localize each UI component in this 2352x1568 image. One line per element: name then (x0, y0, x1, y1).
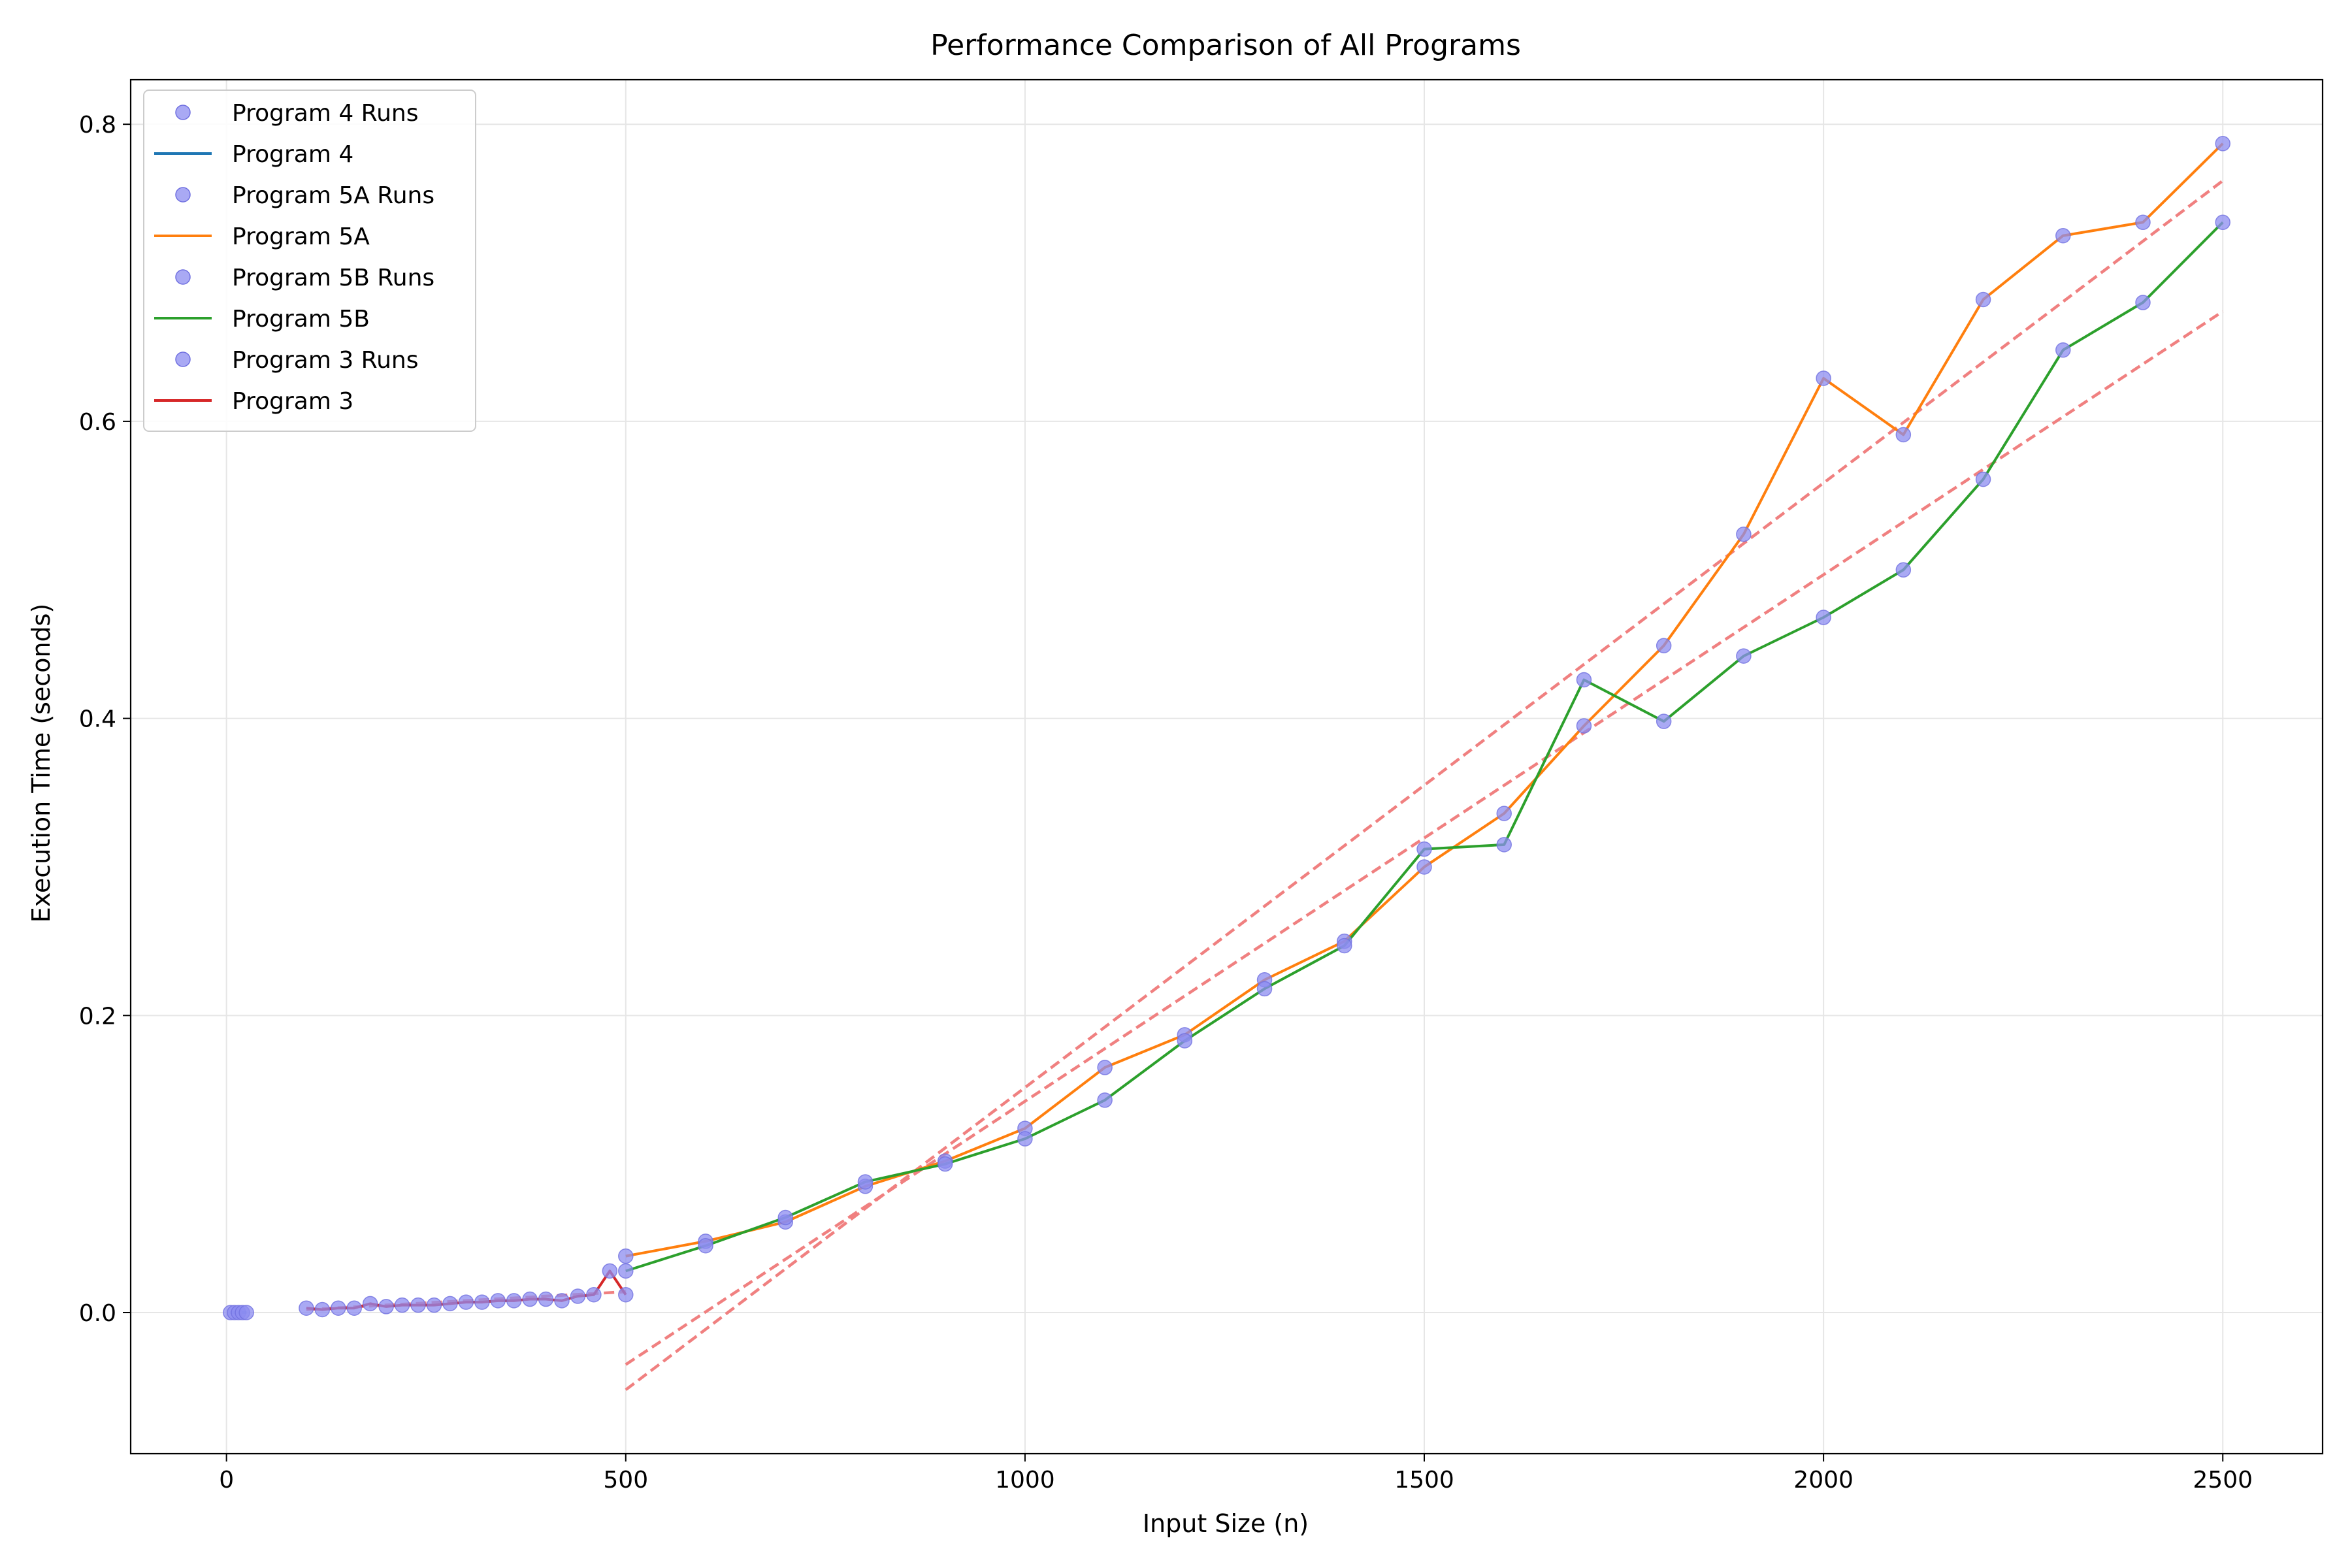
legend-label: Program 5A Runs (232, 182, 434, 209)
legend-marker (175, 105, 191, 120)
legend: Program 4 Runs Program 4 Program 5A Runs Pr… (143, 90, 476, 432)
x-tick-label: 500 (603, 1467, 648, 1494)
data-point-program-3 (442, 1296, 458, 1312)
data-point-program-5b (937, 1156, 953, 1172)
data-point-program-5a (2215, 136, 2230, 152)
data-point-program-5b (1895, 562, 1912, 578)
data-point-program-5a (1496, 806, 1512, 821)
y-tick-label: 0.8 (79, 112, 116, 139)
data-point-program-3 (410, 1297, 426, 1313)
legend-label: Program 5B (232, 306, 370, 333)
legend-box (143, 90, 476, 432)
y-tick-label: 0.0 (79, 1300, 116, 1327)
data-point-program-5a (1816, 370, 1831, 386)
legend-label: Program 5B Runs (232, 265, 434, 291)
data-point-program-3 (618, 1286, 634, 1303)
data-point-program-5b (1256, 981, 1273, 997)
data-point-program-5b (698, 1237, 713, 1254)
legend-label: Program 3 (232, 388, 353, 415)
chart-title: Performance Comparison of All Programs (930, 29, 1521, 62)
data-point-program-5b (1496, 837, 1512, 853)
x-tick-label: 1500 (1394, 1467, 1454, 1494)
legend-label: Program 4 Runs (232, 100, 418, 127)
x-axis-label: Input Size (n) (1143, 1509, 1309, 1538)
data-point-program-3 (299, 1300, 314, 1316)
plot-frame (129, 78, 2324, 1455)
data-point-program-4 (238, 1305, 254, 1320)
data-point-program-3 (586, 1286, 602, 1303)
data-point-program-5a (1656, 638, 1672, 653)
y-tick-label: 0.2 (79, 1003, 116, 1030)
data-point-program-5b (1816, 610, 1831, 625)
data-point-program-5a (2055, 227, 2071, 244)
data-point-program-5a (618, 1248, 634, 1264)
grid (131, 80, 2323, 1454)
x-tick-label: 1000 (995, 1467, 1055, 1494)
data-point-program-5b (1576, 672, 1592, 688)
data-point-program-5b (1177, 1033, 1193, 1049)
legend-label: Program 5A (232, 223, 370, 250)
x-tick-label: 0 (219, 1467, 234, 1494)
data-point-program-3 (474, 1294, 490, 1310)
data-point-program-3 (458, 1294, 474, 1310)
data-point-program-3 (506, 1293, 522, 1309)
data-point-program-5a (1736, 526, 1752, 542)
x-tick-label: 2000 (1793, 1467, 1854, 1494)
data-point-program-3 (538, 1291, 554, 1307)
data-point-program-3 (426, 1297, 442, 1313)
data-point-program-5a (1895, 427, 1912, 443)
data-point-program-3 (602, 1263, 618, 1279)
data-point-program-3 (394, 1297, 410, 1313)
x-tick-label: 2500 (2193, 1467, 2253, 1494)
data-point-program-3 (331, 1300, 346, 1316)
y-axis-ticks: 0.0 0.2 0.4 0.6 0.8 (79, 112, 131, 1327)
data-point-program-5b (1656, 713, 1672, 729)
data-point-program-3 (570, 1288, 586, 1304)
data-point-program-5a (2135, 214, 2151, 231)
series-points (223, 136, 2230, 1320)
y-tick-label: 0.6 (79, 409, 116, 436)
x-axis-ticks: 0 500 1000 1500 2000 2500 (219, 1454, 2253, 1494)
legend-label: Program 3 Runs (232, 347, 418, 374)
data-point-program-3 (378, 1299, 394, 1315)
data-point-program-5a (1975, 291, 1991, 308)
data-point-program-5b (1736, 648, 1752, 664)
data-point-program-5a (1576, 718, 1592, 734)
data-point-program-5b (2055, 342, 2071, 358)
data-point-program-5b (1097, 1092, 1113, 1108)
data-point-program-3 (314, 1301, 331, 1318)
data-point-program-5b (1337, 938, 1352, 954)
data-point-program-3 (346, 1300, 362, 1316)
legend-marker (175, 187, 191, 203)
data-point-program-3 (362, 1296, 378, 1312)
data-point-program-5b (2135, 295, 2151, 310)
data-point-program-5b (1416, 841, 1432, 857)
data-point-program-3 (554, 1293, 570, 1309)
data-point-program-5b (857, 1174, 874, 1190)
data-point-program-5b (777, 1209, 793, 1226)
data-point-program-5b (618, 1263, 634, 1279)
legend-marker (175, 269, 191, 285)
data-point-program-5b (1975, 471, 1991, 487)
y-tick-label: 0.4 (79, 706, 116, 733)
legend-marker (175, 351, 191, 367)
data-point-program-5b (1017, 1131, 1033, 1147)
trend-line (625, 310, 2224, 1366)
data-point-program-5a (1416, 859, 1432, 875)
data-point-program-3 (522, 1291, 538, 1307)
data-point-program-3 (490, 1293, 506, 1309)
legend-label: Program 4 (232, 141, 353, 168)
data-point-program-5a (1097, 1060, 1113, 1075)
data-point-program-5b (2215, 214, 2230, 231)
y-axis-label: Execution Time (seconds) (27, 604, 56, 923)
